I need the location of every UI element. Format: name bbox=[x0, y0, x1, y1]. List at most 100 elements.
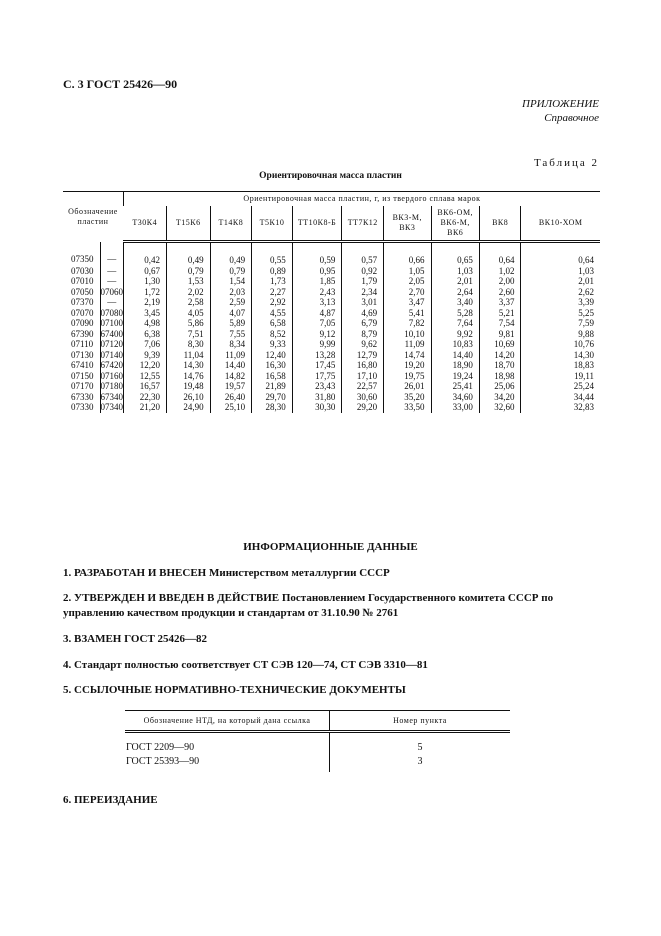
mass-cell: 2,34 bbox=[341, 286, 384, 297]
mass-cell: 2,70 bbox=[383, 286, 432, 297]
table-row: 07170 07180 16,57 19,48 19,57 21,89 23,43 22,57… bbox=[63, 381, 600, 392]
mass-cell: 2,64 bbox=[430, 286, 480, 297]
designation-cell: 67390 bbox=[71, 328, 94, 339]
mass-cell: 9,33 bbox=[251, 339, 293, 350]
info-item-heading: 2. УТВЕРЖДЕН И ВВЕДЕН В ДЕЙСТВИЕ bbox=[63, 592, 280, 604]
mass-cell: 17,45 bbox=[291, 360, 342, 371]
mass-cell: 1,79 bbox=[341, 276, 384, 287]
mass-cell: 4,69 bbox=[341, 307, 384, 318]
info-item-heading: 5. ССЫЛОЧНЫЕ НОРМАТИВНО-ТЕХНИЧЕСКИЕ ДОКУ… bbox=[63, 684, 406, 696]
table-row: 67390 67400 6,38 7,51 7,55 8,52 9,12 8,79 10,10 9… bbox=[63, 328, 600, 339]
mass-cell: 1,53 bbox=[166, 276, 211, 287]
mass-cell: 14,74 bbox=[383, 349, 432, 360]
mass-cell: 19,24 bbox=[430, 370, 480, 381]
mass-cell: 10,83 bbox=[430, 339, 480, 350]
designation-cell: 07100 bbox=[99, 318, 124, 329]
mass-cell: 29,20 bbox=[341, 402, 384, 413]
mass-cell: 9,12 bbox=[291, 328, 342, 339]
info-item-heading: 3. ВЗАМЕН ГОСТ 25426—82 bbox=[63, 633, 208, 645]
mass-cell: 7,59 bbox=[520, 318, 600, 329]
mass-cell: 33,00 bbox=[430, 402, 480, 413]
mass-cell: 2,00 bbox=[478, 276, 521, 287]
grade-header: ВК10-ХОМ bbox=[520, 206, 600, 243]
mass-cell: 10,76 bbox=[520, 339, 600, 350]
designation-cell: — bbox=[99, 265, 124, 276]
mass-cell: 12,79 bbox=[341, 349, 384, 360]
mass-cell: 16,58 bbox=[251, 370, 293, 381]
mass-cell: 19,75 bbox=[383, 370, 432, 381]
mass-cell: 30,30 bbox=[291, 402, 342, 413]
mass-cell: 1,85 bbox=[291, 276, 342, 287]
mass-cell: 2,60 bbox=[478, 286, 521, 297]
designation-cell: 07030 bbox=[71, 265, 94, 276]
mass-cell: 1,03 bbox=[520, 265, 600, 276]
mass-cell: 2,19 bbox=[122, 297, 167, 308]
mass-cell: 1,72 bbox=[122, 286, 167, 297]
mass-cell: 14,40 bbox=[430, 349, 480, 360]
grade-header: Т14К8 bbox=[209, 206, 252, 243]
mass-cell: 2,62 bbox=[520, 286, 600, 297]
mass-cell: 11,04 bbox=[166, 349, 211, 360]
mass-cell: 3,45 bbox=[122, 307, 167, 318]
mass-cell: 19,48 bbox=[166, 381, 211, 392]
mass-cell: 16,30 bbox=[251, 360, 293, 371]
mass-cell: 14,76 bbox=[166, 370, 211, 381]
mass-cell: 21,20 bbox=[122, 402, 167, 413]
mass-cell: 2,01 bbox=[430, 276, 480, 287]
designation-cell: 07090 bbox=[71, 318, 94, 328]
mass-cell: 14,40 bbox=[209, 360, 252, 371]
designation-cell: 07170 bbox=[71, 381, 94, 391]
mass-cell: 5,86 bbox=[166, 318, 211, 329]
mass-cell: 4,07 bbox=[209, 307, 252, 318]
designation-cell: 07350 bbox=[71, 254, 94, 265]
info-item: 5. ССЫЛОЧНЫЕ НОРМАТИВНО-ТЕХНИЧЕСКИЕ ДОКУ… bbox=[63, 683, 603, 698]
grade-header: ВК3-М, ВК3 bbox=[383, 206, 432, 243]
mass-cell: 3,40 bbox=[430, 297, 480, 308]
mass-cell: 5,28 bbox=[430, 307, 480, 318]
designation-cell: 07080 bbox=[99, 307, 124, 318]
mass-cell: 0,64 bbox=[478, 241, 521, 266]
ntd-designation-cell: ГОСТ 25393—90 bbox=[126, 756, 200, 767]
mass-cell: 9,62 bbox=[341, 339, 384, 350]
designation-cell: 07010 bbox=[71, 276, 94, 286]
info-item: 3. ВЗАМЕН ГОСТ 25426—82 bbox=[63, 632, 603, 647]
mass-cell: 4,98 bbox=[122, 318, 167, 329]
designation-cell: 07180 bbox=[99, 381, 124, 392]
mass-cell: 16,57 bbox=[122, 381, 167, 392]
table-row: 07030—0,67 0,79 0,79 0,89 0,95 0,92 1,05 1,03 1,… bbox=[63, 265, 600, 276]
mass-cell: 25,06 bbox=[478, 381, 521, 392]
mass-cell: 8,34 bbox=[209, 339, 252, 350]
mass-cell: 2,03 bbox=[209, 286, 252, 297]
designation-cell: — bbox=[99, 297, 124, 308]
appendix-subtitle: Справочное bbox=[544, 112, 599, 124]
mass-cell: 25,41 bbox=[430, 381, 480, 392]
mass-cell: 4,55 bbox=[251, 307, 293, 318]
mass-cell: 22,57 bbox=[341, 381, 384, 392]
designation-cell: 07060 bbox=[99, 286, 124, 297]
mass-cell: 11,09 bbox=[209, 349, 252, 360]
mass-cell: 6,58 bbox=[251, 318, 293, 329]
table-label: Таблица 2 bbox=[533, 157, 599, 169]
designation-cell: 07130 bbox=[71, 349, 94, 360]
designation-cell: 07340 bbox=[99, 402, 124, 413]
mass-cell: 26,01 bbox=[383, 381, 432, 392]
mass-cell: 24,90 bbox=[166, 402, 211, 413]
mass-cell: 14,30 bbox=[166, 360, 211, 371]
info-item-heading: 4. bbox=[63, 659, 72, 671]
mass-cell: 0,79 bbox=[166, 265, 211, 276]
mass-cell: 8,79 bbox=[341, 328, 384, 339]
table-row: 07110 07120 7,06 8,30 8,34 9,33 9,99 9,62 11,09 1… bbox=[63, 339, 600, 350]
mass-cell: 18,70 bbox=[478, 360, 521, 371]
mass-cell: 9,81 bbox=[478, 328, 521, 339]
designation-cell: 07330 bbox=[71, 402, 94, 412]
info-item-reissue: 6. ПЕРЕИЗДАНИЕ bbox=[63, 794, 158, 806]
designation-cell: 67410 bbox=[71, 360, 94, 370]
mass-cell: 5,89 bbox=[209, 318, 252, 329]
designation-cell: 67330 bbox=[71, 391, 94, 402]
designation-cell: 07160 bbox=[99, 370, 124, 381]
mass-cell: 9,99 bbox=[291, 339, 342, 350]
info-item-heading: 1. РАЗРАБОТАН И ВНЕСЕН bbox=[63, 567, 207, 579]
mass-cell: 26,40 bbox=[209, 391, 252, 402]
mass-cell: 34,20 bbox=[478, 391, 521, 402]
